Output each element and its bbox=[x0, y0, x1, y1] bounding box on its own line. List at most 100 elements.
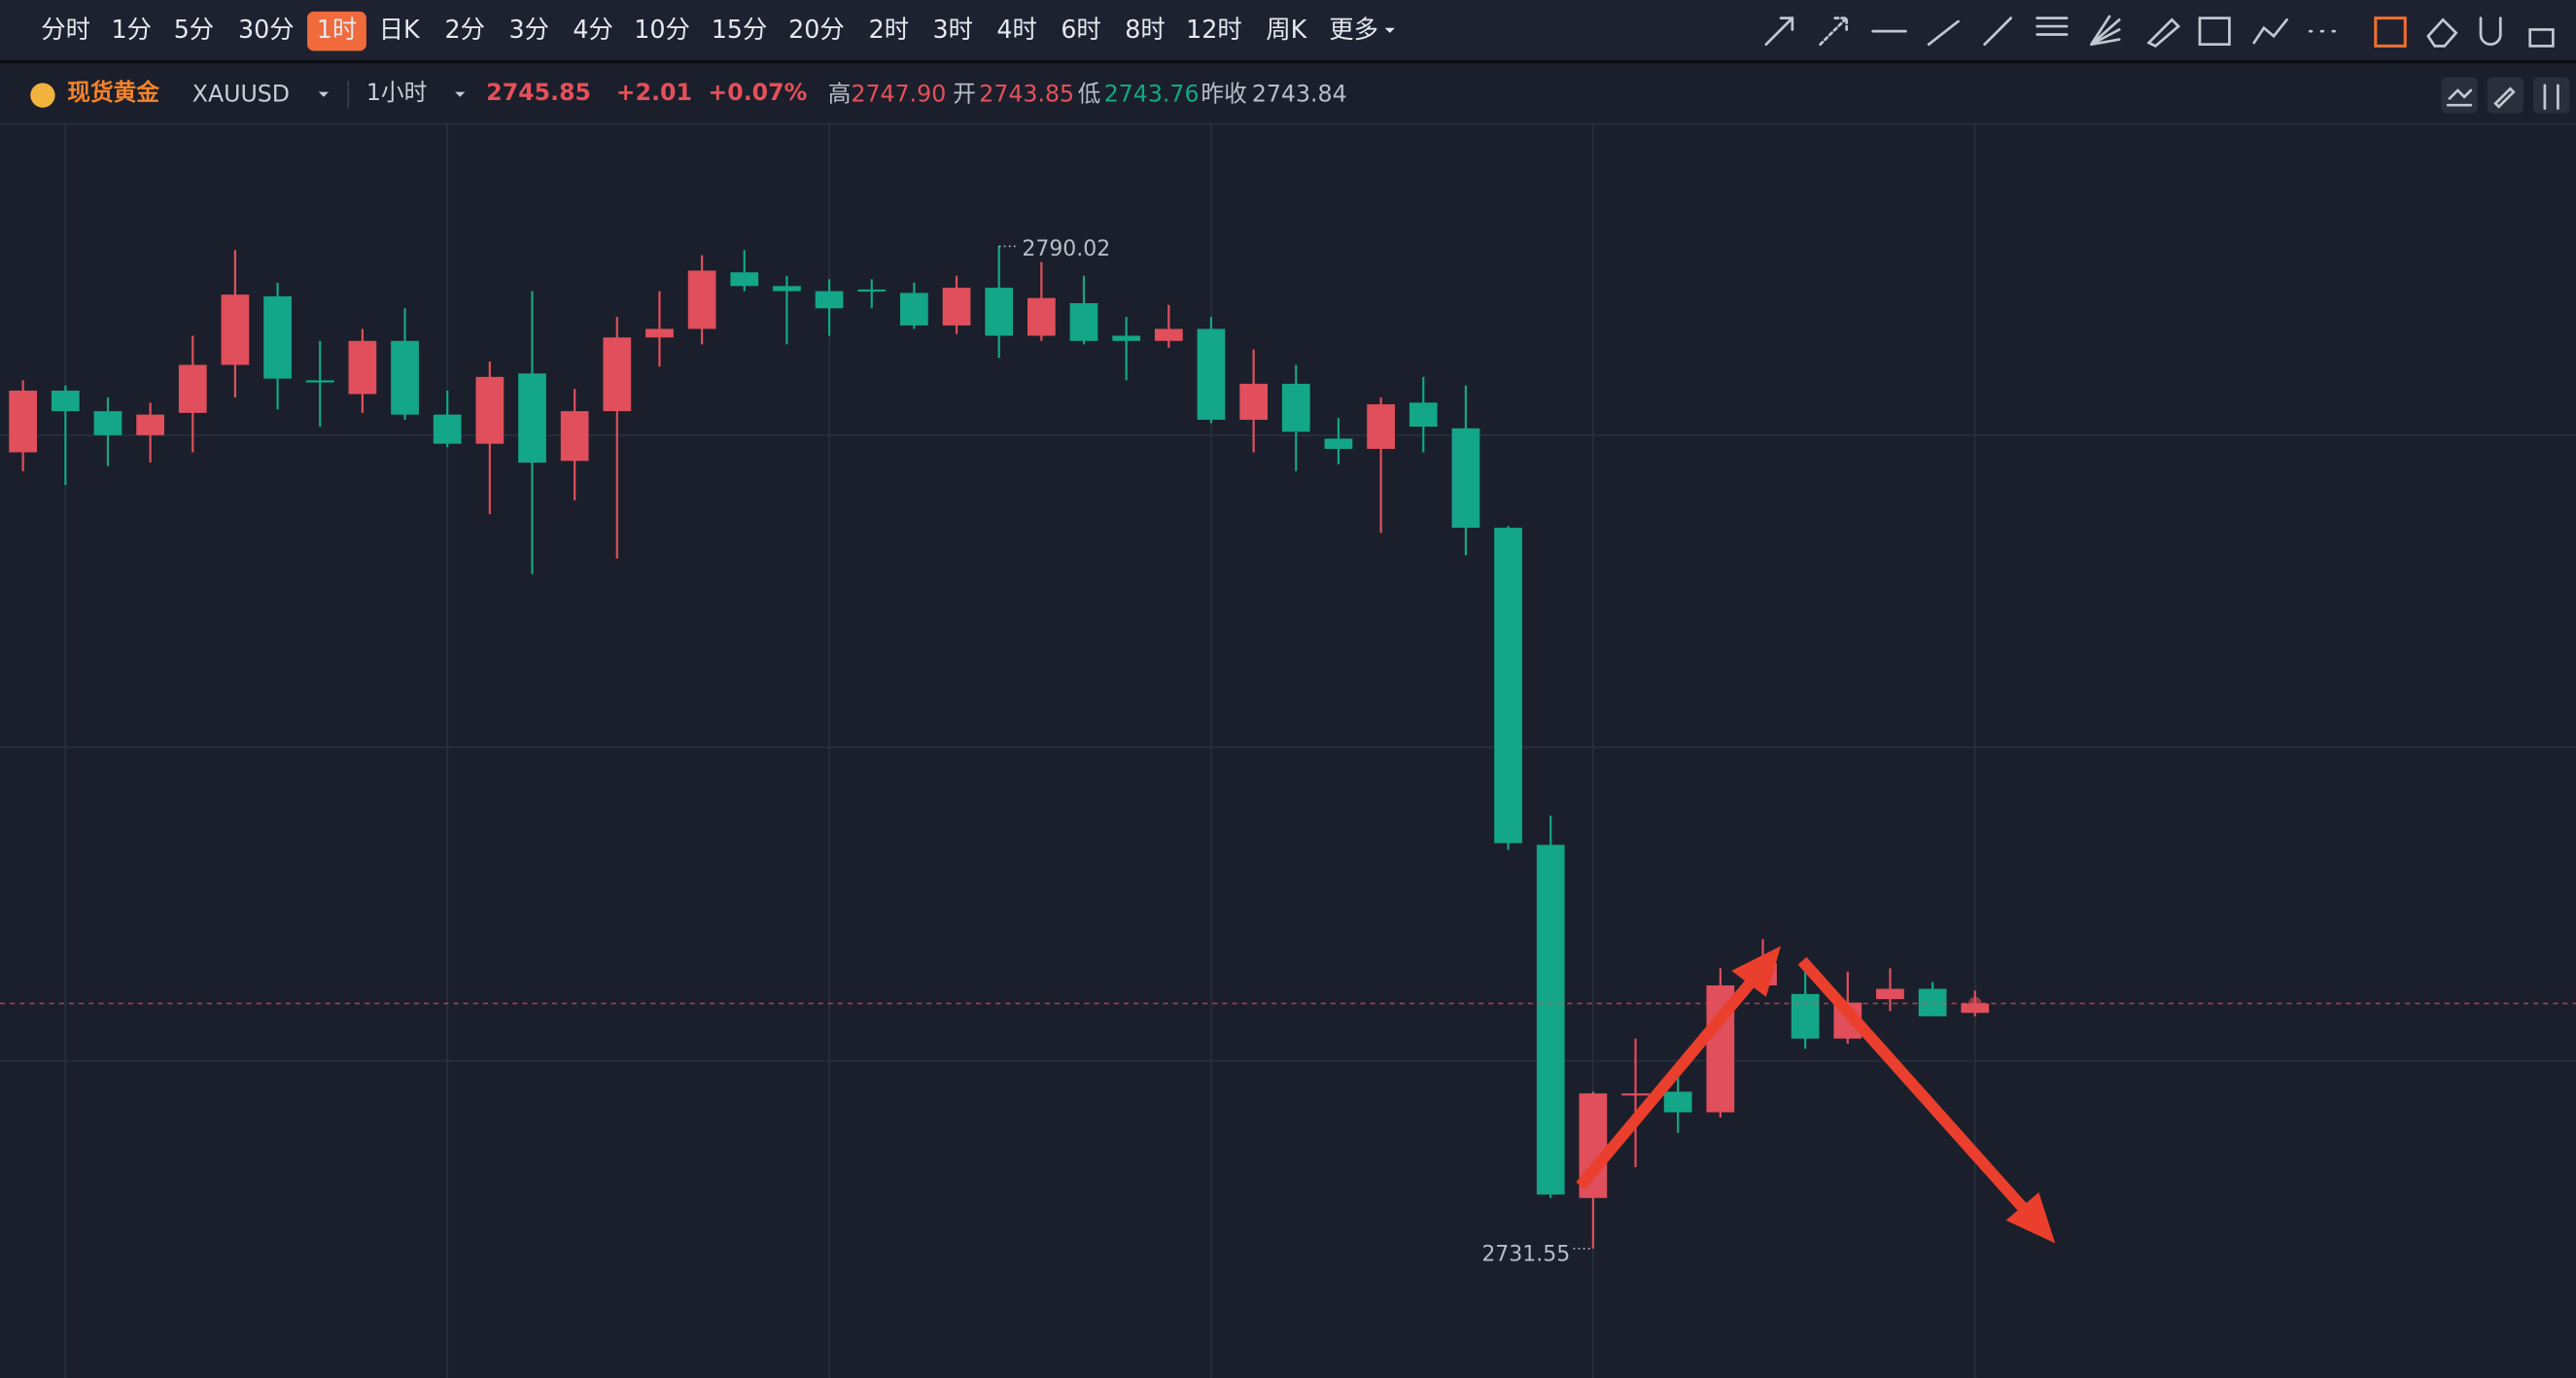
candle-body bbox=[348, 340, 377, 395]
period-button[interactable]: 5分 bbox=[174, 15, 214, 44]
drawing-tools bbox=[1764, 15, 2555, 48]
low-value: 2743.76 bbox=[1104, 81, 1200, 108]
candle-body bbox=[1197, 328, 1226, 420]
candle-body bbox=[136, 414, 164, 435]
period-button[interactable]: 6时 bbox=[1061, 15, 1100, 44]
tool-fan[interactable] bbox=[2090, 15, 2121, 47]
arrow-up-head bbox=[1731, 946, 1782, 997]
period-button[interactable]: 1时 bbox=[317, 15, 357, 44]
period-button[interactable]: 8时 bbox=[1125, 15, 1165, 44]
period-button[interactable]: 20分 bbox=[788, 15, 845, 44]
candle-body bbox=[815, 291, 844, 309]
period-button[interactable]: 4时 bbox=[996, 15, 1036, 44]
symbol-caret bbox=[318, 91, 330, 97]
candle-body bbox=[1154, 328, 1183, 341]
tool-edit[interactable] bbox=[2374, 17, 2407, 48]
candle-body bbox=[1409, 402, 1438, 427]
arrow-down-line bbox=[1797, 956, 2027, 1212]
plot-area: 2790.02 2731.55 bbox=[0, 122, 2576, 1378]
candle-body bbox=[1876, 988, 1904, 1000]
max-label: 2790.02 bbox=[1022, 237, 1110, 261]
period-button[interactable]: 12时 bbox=[1186, 15, 1242, 44]
candle-body bbox=[1791, 993, 1820, 1039]
symbol-name[interactable]: 现货黄金 bbox=[67, 79, 159, 106]
candle-body bbox=[221, 294, 250, 365]
last-price: 2745.85 bbox=[486, 79, 591, 106]
tool-magnet[interactable] bbox=[2479, 17, 2502, 46]
tool-pen[interactable] bbox=[2146, 17, 2180, 48]
period-button[interactable]: 周K bbox=[1266, 15, 1307, 44]
candle-body bbox=[645, 328, 674, 338]
candle-body bbox=[475, 376, 505, 444]
tool-ray[interactable] bbox=[1819, 17, 1848, 47]
period-button[interactable]: 分时 bbox=[41, 15, 90, 44]
prev-close-value: 2743.84 bbox=[1252, 81, 1347, 108]
candle-body bbox=[9, 390, 38, 453]
tool-lock[interactable] bbox=[2528, 28, 2555, 48]
last-price-dot bbox=[1967, 996, 1982, 1011]
min-label: 2731.55 bbox=[1481, 1243, 1570, 1267]
candle-body bbox=[93, 411, 122, 435]
period-button[interactable]: 3时 bbox=[932, 15, 972, 44]
candle-body bbox=[730, 272, 759, 287]
candle-body bbox=[900, 293, 928, 326]
interval[interactable]: 1小时 bbox=[366, 79, 427, 106]
tool-arrow[interactable] bbox=[1764, 17, 1794, 47]
candle-body bbox=[518, 373, 546, 464]
chart-button-icon bbox=[2493, 86, 2516, 109]
tool-image[interactable] bbox=[2198, 17, 2231, 47]
period-button[interactable]: 15分 bbox=[712, 15, 768, 44]
high-label: 高 bbox=[828, 81, 852, 108]
tool-fib[interactable] bbox=[2036, 17, 2069, 36]
candle-body bbox=[687, 270, 716, 329]
chart-buttons bbox=[2441, 77, 2570, 114]
arrow-up-line bbox=[1576, 980, 1755, 1190]
candle-body bbox=[603, 337, 632, 412]
tool-line[interactable] bbox=[1983, 17, 2012, 47]
candle-body bbox=[433, 414, 462, 444]
candle-body bbox=[1451, 428, 1480, 529]
period-button[interactable]: 3分 bbox=[508, 15, 548, 44]
chart-button-icon bbox=[2543, 84, 2559, 110]
chart-button[interactable] bbox=[2441, 77, 2478, 114]
candle-body bbox=[942, 288, 971, 326]
candle-body bbox=[1239, 383, 1268, 420]
period-active-bg bbox=[307, 11, 366, 52]
period-button[interactable]: 2时 bbox=[869, 15, 909, 44]
more-button[interactable]: 更多 bbox=[1329, 15, 1378, 44]
candle-body bbox=[773, 286, 801, 292]
tool-eraser[interactable] bbox=[2426, 17, 2458, 48]
period-button[interactable]: 2分 bbox=[445, 15, 485, 44]
period-button[interactable]: 30分 bbox=[238, 15, 295, 44]
chart-button-icon bbox=[2446, 88, 2473, 107]
period-button[interactable]: 4分 bbox=[573, 15, 612, 44]
candle-body bbox=[985, 288, 1014, 336]
prev-close-label: 昨收 bbox=[1201, 81, 1246, 108]
candle-body bbox=[857, 289, 887, 293]
candle-body bbox=[178, 364, 207, 413]
candle-body bbox=[1281, 383, 1310, 432]
period-button[interactable]: 10分 bbox=[634, 15, 690, 44]
chart-button[interactable] bbox=[2533, 77, 2570, 114]
candle-body bbox=[1494, 528, 1522, 844]
symbol-code[interactable]: XAUUSD bbox=[192, 81, 290, 108]
open-label: 开 bbox=[953, 81, 976, 108]
candle-body bbox=[1536, 844, 1565, 1195]
tool-segment[interactable] bbox=[1927, 19, 1960, 47]
candle-body bbox=[1027, 297, 1056, 336]
candle-body bbox=[1918, 988, 1947, 1016]
period-button[interactable]: 日K bbox=[379, 15, 421, 44]
open-value: 2743.85 bbox=[979, 81, 1074, 108]
candle-body bbox=[1112, 335, 1141, 341]
period-button[interactable]: 1分 bbox=[111, 15, 151, 44]
candle-body bbox=[1324, 438, 1353, 449]
candle-body bbox=[305, 380, 334, 383]
price-change: +2.01 bbox=[616, 79, 692, 106]
candle-body bbox=[1069, 302, 1098, 341]
tool-indicator[interactable] bbox=[2252, 17, 2288, 45]
candle-body bbox=[51, 390, 80, 412]
symbol-icon bbox=[30, 83, 55, 108]
candle-body bbox=[1663, 1091, 1692, 1113]
